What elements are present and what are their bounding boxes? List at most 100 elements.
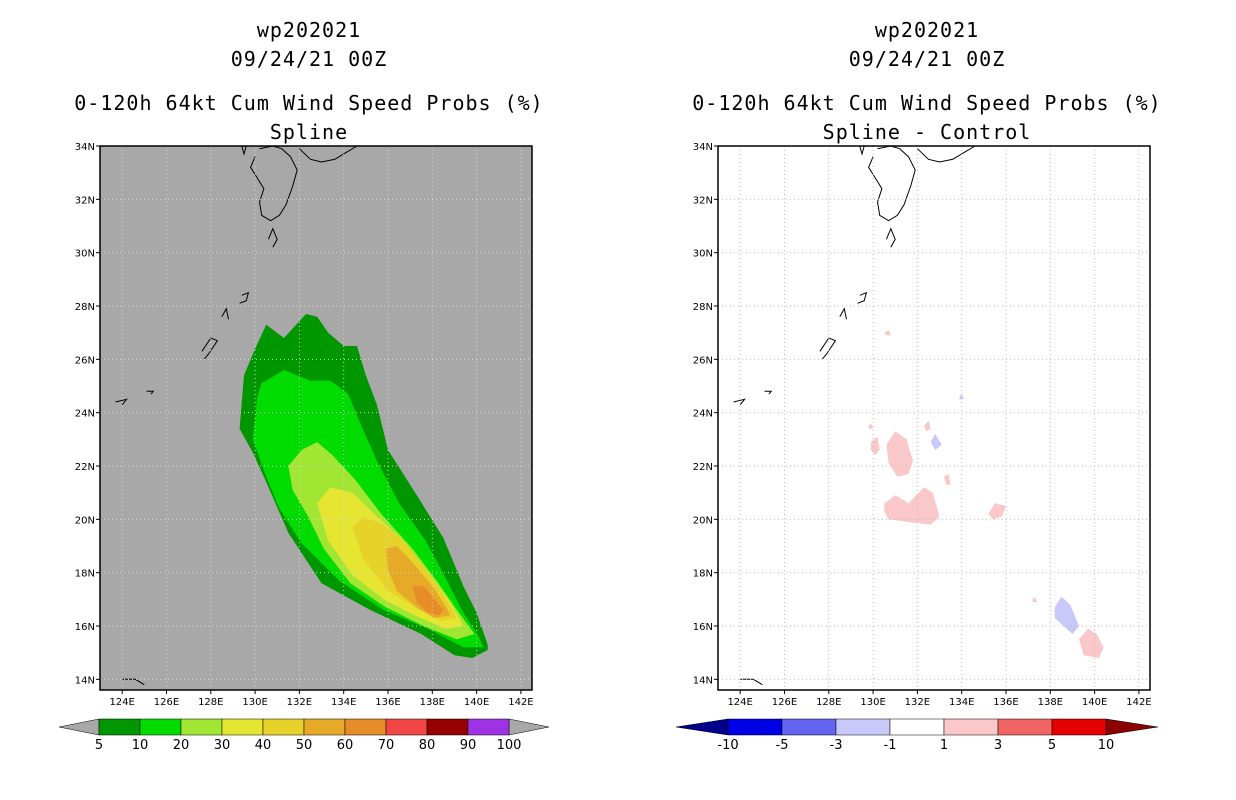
chart-panel-spline-control: wp202021 09/24/21 00Z 0-120h 64kt Cum Wi… bbox=[618, 0, 1236, 800]
x-tick-label: 138E bbox=[1038, 697, 1063, 708]
forecast-date: 09/24/21 00Z bbox=[848, 47, 1006, 71]
storm-id: wp202021 bbox=[256, 18, 362, 42]
coastline bbox=[221, 307, 229, 320]
x-tick-label: 126E bbox=[154, 697, 179, 708]
coastline bbox=[917, 145, 976, 163]
x-tick-label: 128E bbox=[198, 697, 223, 708]
x-tick-label: 134E bbox=[949, 697, 974, 708]
chart-title: 0-120h 64kt Cum Wind Speed Probs (%) bbox=[692, 91, 1162, 115]
x-tick-label: 140E bbox=[464, 697, 489, 708]
colorbar-label: 60 bbox=[337, 738, 354, 753]
colorbar-label: -3 bbox=[830, 738, 843, 753]
contour-1-3 bbox=[886, 431, 913, 477]
contour--3--1 bbox=[930, 434, 942, 450]
y-tick-label: 34N bbox=[693, 142, 713, 153]
colorbar-label: -1 bbox=[884, 738, 897, 753]
colorbar-box bbox=[835, 718, 891, 736]
y-tick-label: 20N bbox=[693, 515, 713, 526]
x-tick-label: 126E bbox=[772, 697, 797, 708]
y-tick-label: 32N bbox=[693, 195, 713, 206]
coastline bbox=[115, 398, 128, 406]
coastline bbox=[868, 145, 916, 222]
x-tick-label: 124E bbox=[727, 697, 752, 708]
x-tick-label: 136E bbox=[375, 697, 400, 708]
x-tick-label: 142E bbox=[1126, 697, 1151, 708]
chart-subtitle: Spline bbox=[269, 120, 349, 144]
plot-frame bbox=[717, 145, 1151, 691]
colorbar-box bbox=[139, 718, 182, 736]
colorbar-label: -5 bbox=[776, 738, 789, 753]
y-tick-label: 18N bbox=[75, 569, 95, 580]
y-tick-label: 18N bbox=[693, 569, 713, 580]
coastline bbox=[733, 398, 746, 406]
colorbar-label: 5 bbox=[95, 738, 103, 753]
y-tick-label: 26N bbox=[75, 355, 95, 366]
colorbar-box bbox=[180, 718, 223, 736]
colorbar-box bbox=[889, 718, 945, 736]
colorbar-label: 3 bbox=[994, 738, 1002, 753]
contour-1-3 bbox=[944, 474, 951, 485]
coastline bbox=[819, 337, 837, 360]
y-tick-label: 32N bbox=[75, 195, 95, 206]
x-tick-label: 136E bbox=[993, 697, 1018, 708]
colorbar-box bbox=[98, 718, 141, 736]
y-tick-label: 30N bbox=[75, 249, 95, 260]
colorbar-box bbox=[727, 718, 783, 736]
coastline bbox=[885, 227, 896, 248]
colorbar-label: 10 bbox=[132, 738, 149, 753]
colorbar-box bbox=[426, 718, 469, 736]
y-tick-label: 28N bbox=[693, 302, 713, 313]
contour-1-3 bbox=[1079, 628, 1104, 658]
y-tick-label: 24N bbox=[693, 409, 713, 420]
colorbar-box bbox=[1051, 718, 1107, 736]
contour-1-3 bbox=[1032, 596, 1037, 602]
coastline bbox=[241, 145, 247, 156]
x-tick-label: 130E bbox=[242, 697, 267, 708]
coastline bbox=[239, 291, 250, 304]
chart-panel-spline: wp202021 09/24/21 00Z 0-120h 64kt Cum Wi… bbox=[58, 18, 550, 753]
colorbar-label: 90 bbox=[460, 738, 477, 753]
colorbar-box bbox=[303, 718, 346, 736]
coastline bbox=[250, 145, 298, 222]
colorbar-high-arrow bbox=[1105, 718, 1159, 736]
coastline bbox=[146, 390, 155, 395]
x-tick-label: 134E bbox=[331, 697, 356, 708]
coastline bbox=[267, 227, 278, 248]
x-tick-label: 140E bbox=[1082, 697, 1107, 708]
coastline bbox=[839, 307, 847, 320]
contour-1-3 bbox=[868, 423, 874, 429]
colorbar-label: 20 bbox=[173, 738, 190, 753]
colorbar-box bbox=[262, 718, 305, 736]
colorbar-box bbox=[997, 718, 1053, 736]
contour-1-3 bbox=[988, 503, 1006, 520]
contour-1-3 bbox=[884, 487, 940, 525]
coastline bbox=[740, 678, 763, 686]
probability-map: 124E 126E 128E 130E 132E 134E 136E 138E 140E 142E… bbox=[58, 142, 550, 753]
storm-id: wp202021 bbox=[874, 18, 980, 42]
coastline bbox=[859, 145, 865, 156]
y-tick-label: 20N bbox=[75, 515, 95, 526]
x-tick-label: 142E bbox=[508, 697, 533, 708]
colorbar-label: 100 bbox=[497, 738, 522, 753]
contour-1-3 bbox=[924, 420, 931, 432]
colorbar-box bbox=[344, 718, 387, 736]
colorbar-low-arrow bbox=[675, 718, 729, 736]
y-tick-label: 24N bbox=[75, 409, 95, 420]
x-tick-label: 138E bbox=[420, 697, 445, 708]
y-tick-label: 14N bbox=[693, 675, 713, 686]
colorbar-box bbox=[221, 718, 264, 736]
x-tick-label: 130E bbox=[860, 697, 885, 708]
colorbar-label: -10 bbox=[717, 738, 738, 753]
x-tick-label: 132E bbox=[287, 697, 312, 708]
y-tick-label: 16N bbox=[75, 622, 95, 633]
y-tick-label: 22N bbox=[693, 462, 713, 473]
colorbar: 5 10 20 30 40 50 60 70 80 90 100 bbox=[58, 718, 550, 753]
y-tick-label: 28N bbox=[75, 302, 95, 313]
x-tick-label: 128E bbox=[816, 697, 841, 708]
coastline bbox=[122, 678, 145, 686]
colorbar-label: 30 bbox=[214, 738, 231, 753]
colorbar-label: 10 bbox=[1098, 738, 1115, 753]
colorbar-low-arrow bbox=[58, 718, 100, 736]
plot-frame bbox=[99, 145, 533, 691]
colorbar-label: 1 bbox=[940, 738, 948, 753]
